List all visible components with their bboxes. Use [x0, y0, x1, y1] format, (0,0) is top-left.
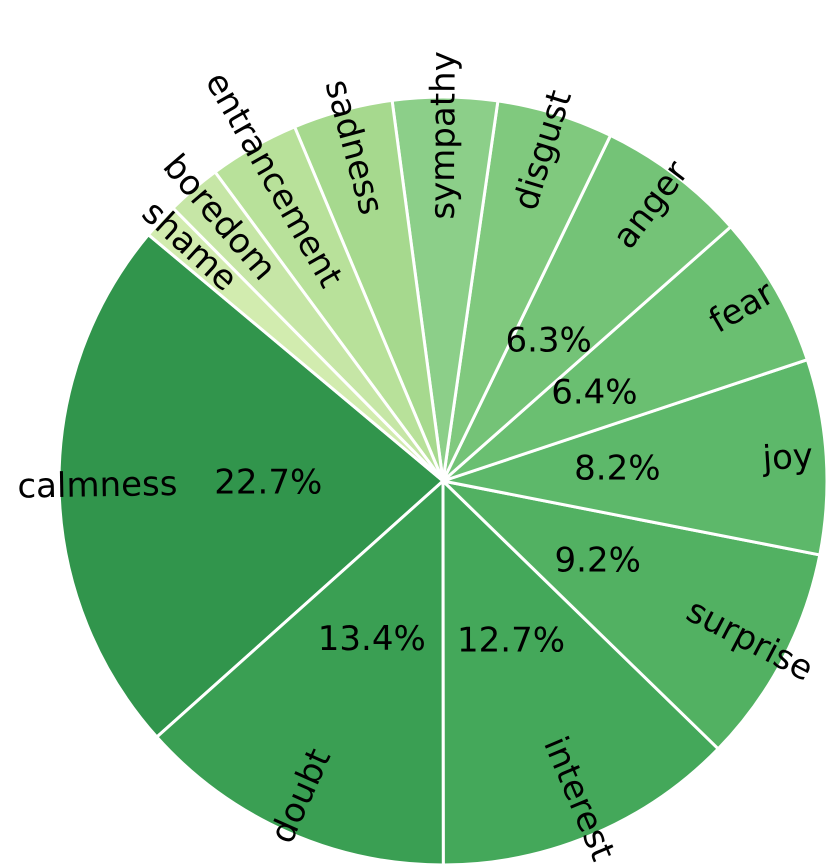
- percent-label: 9.2%: [555, 541, 641, 581]
- percent-label: 22.7%: [214, 462, 322, 502]
- percent-label: 12.7%: [457, 620, 565, 660]
- percent-label: 6.4%: [551, 372, 637, 412]
- slice-label: sympathy: [423, 51, 464, 220]
- pie-slice: [441, 358, 829, 557]
- pie-slice: [441, 133, 733, 483]
- slice-label: joy: [760, 436, 814, 479]
- pie-slice: [441, 479, 720, 867]
- percent-label: 13.4%: [318, 619, 426, 659]
- pie-slice: [441, 225, 809, 483]
- pie-slice: [57, 233, 445, 739]
- percent-label: 8.2%: [574, 448, 660, 488]
- slice-label: calmness: [17, 464, 178, 507]
- pie-slice: [155, 479, 445, 867]
- pie-slice: [441, 479, 822, 751]
- percent-label: 6.3%: [505, 320, 591, 360]
- pie-slice: [146, 206, 445, 483]
